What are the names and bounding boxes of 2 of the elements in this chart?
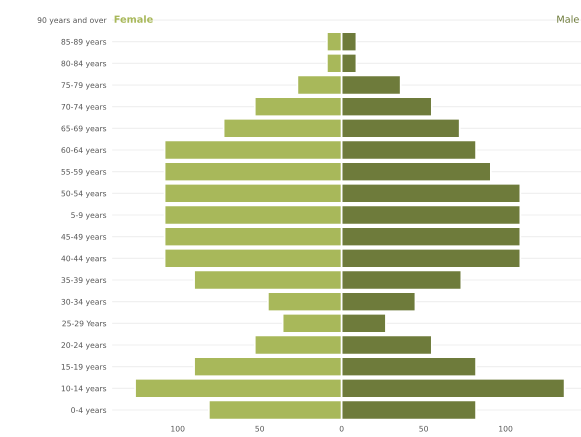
text: Male [557,15,579,23]
text: Female [114,15,153,23]
